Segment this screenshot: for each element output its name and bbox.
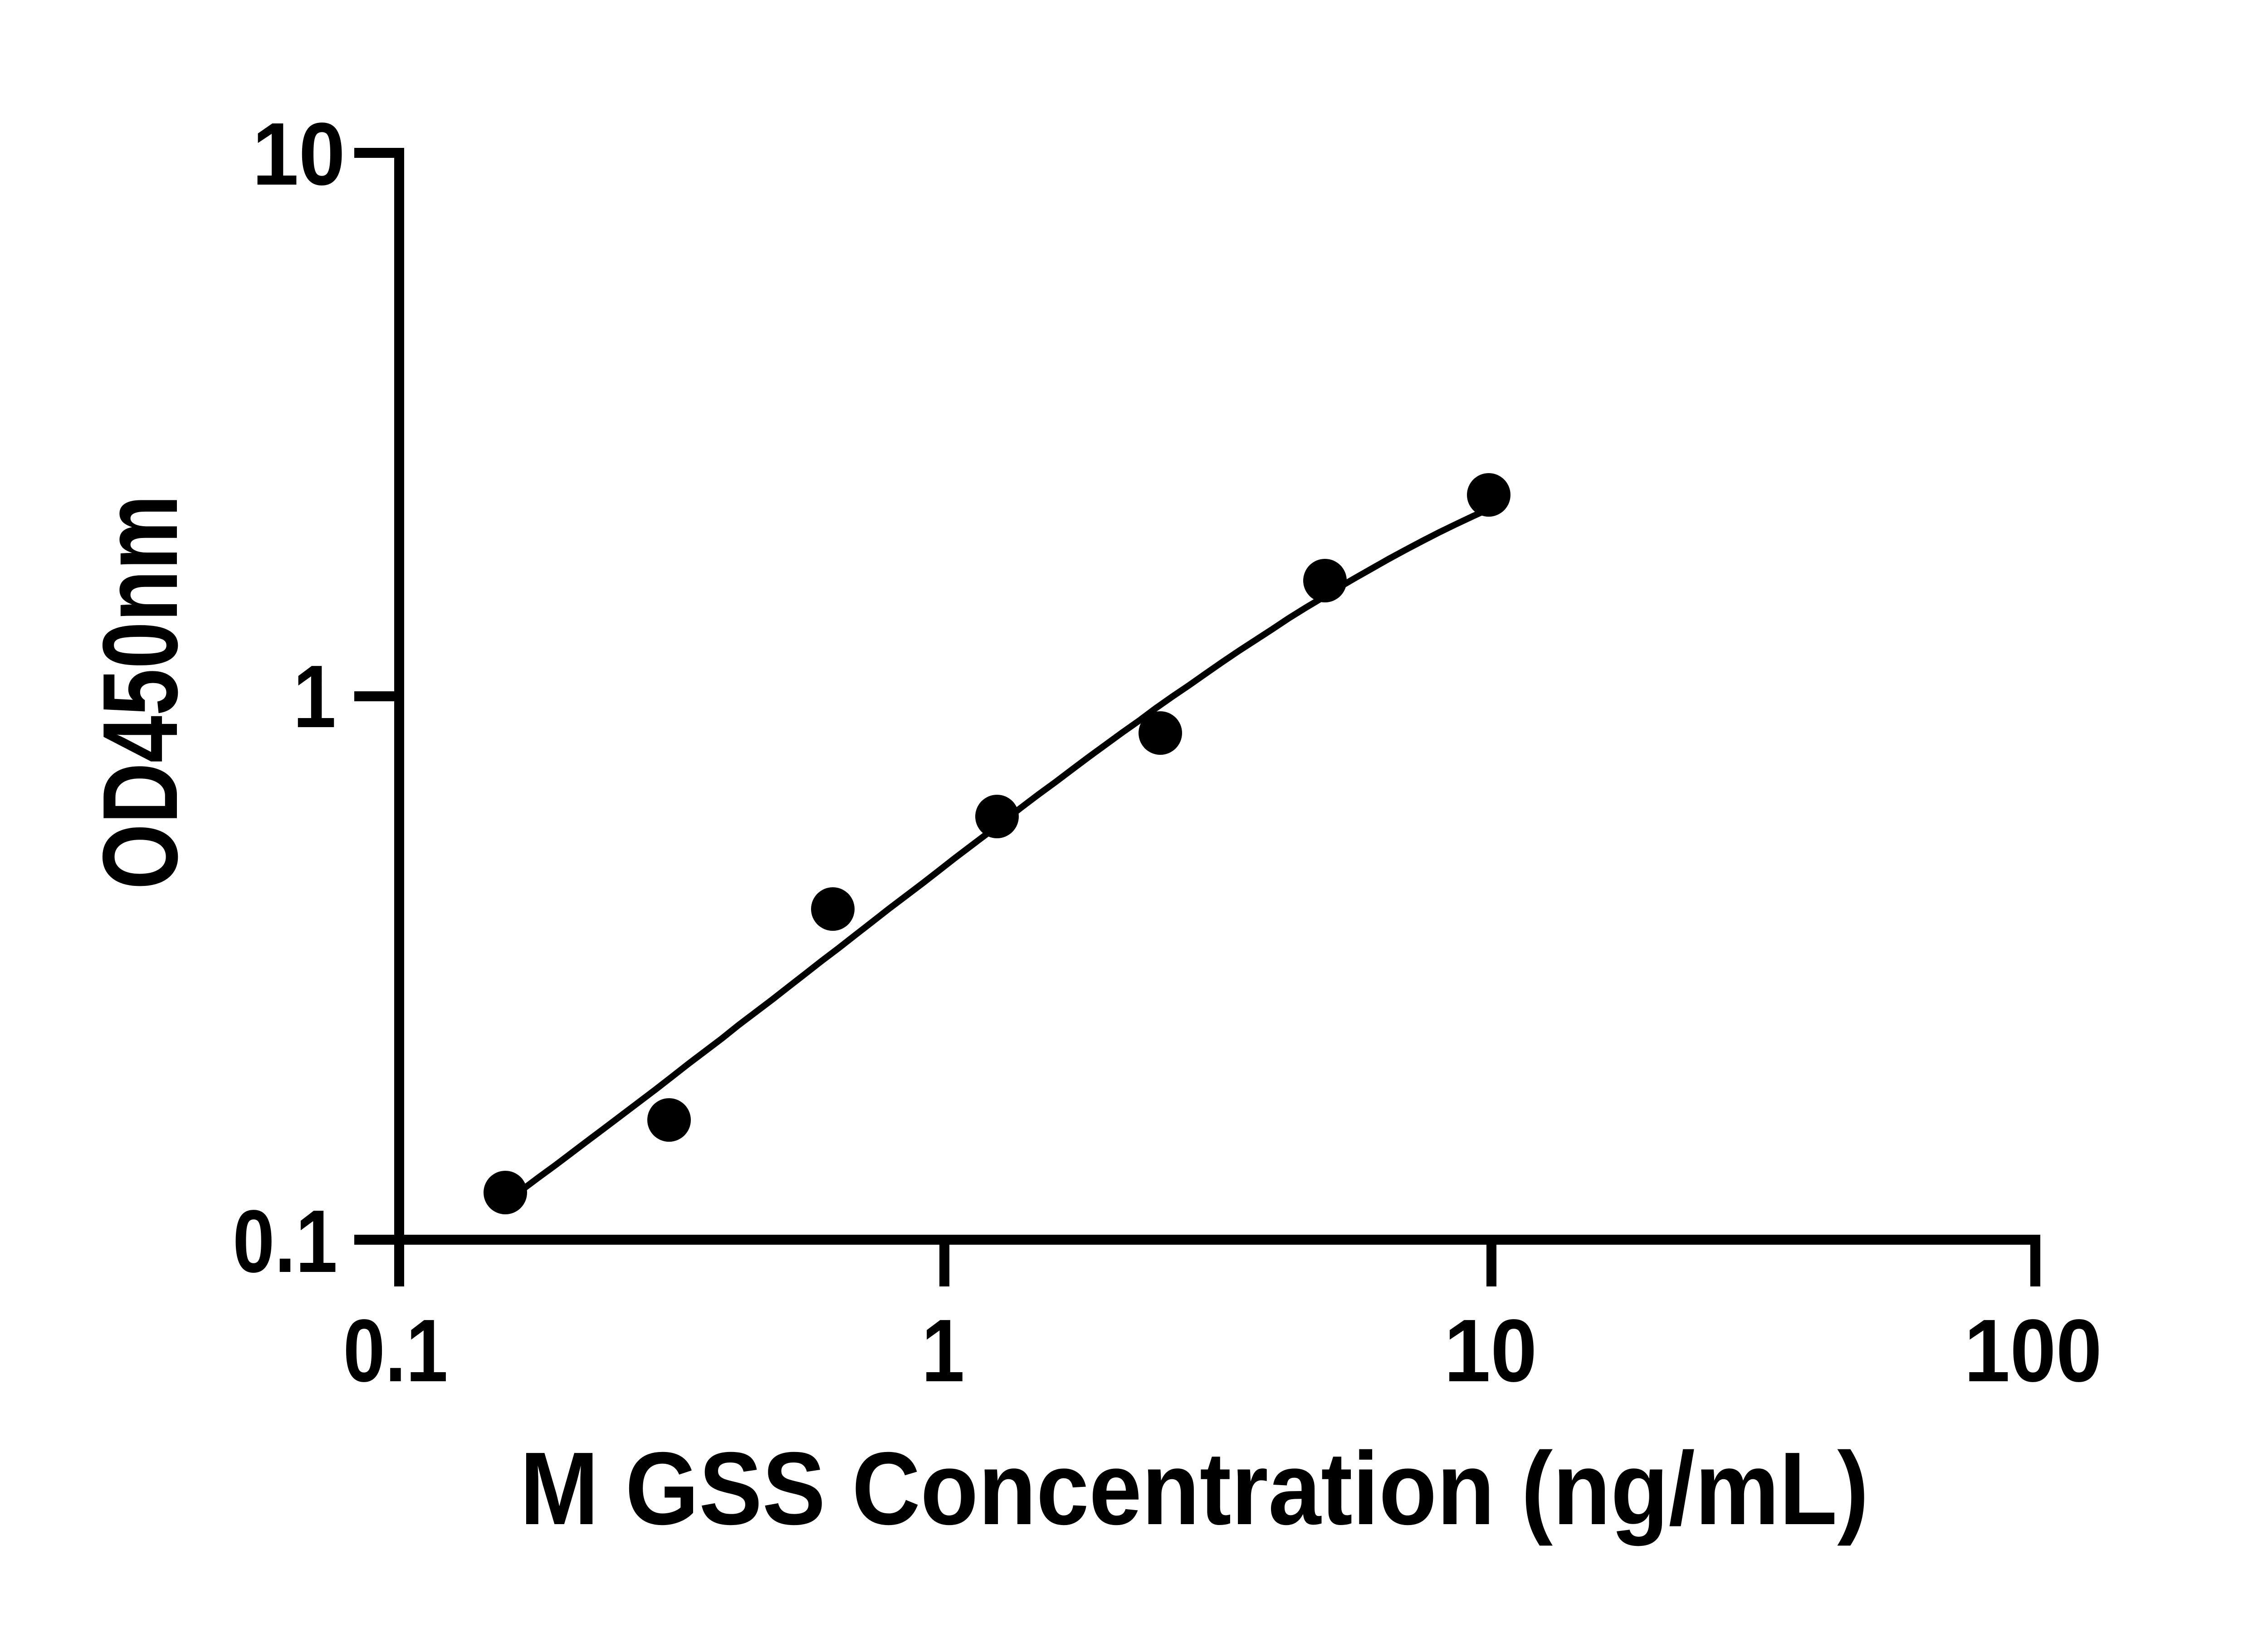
svg-text:M GSS Concentration (ng/mL): M GSS Concentration (ng/mL) <box>520 1431 1869 1546</box>
svg-text:OD450nm: OD450nm <box>80 495 200 890</box>
svg-text:0.1: 0.1 <box>233 1192 337 1291</box>
svg-text:0.1: 0.1 <box>343 1301 448 1400</box>
svg-text:100: 100 <box>1964 1301 2102 1400</box>
svg-text:1: 1 <box>922 1301 965 1400</box>
svg-text:10: 10 <box>252 104 345 204</box>
svg-text:10: 10 <box>1444 1301 1537 1400</box>
svg-text:1: 1 <box>293 647 336 746</box>
